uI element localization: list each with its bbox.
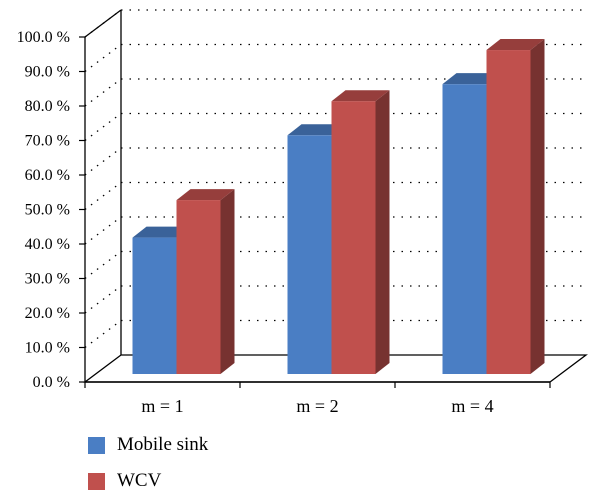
legend: Mobile sink WCV	[88, 432, 208, 504]
gridline-side	[84, 319, 122, 349]
bar	[176, 200, 221, 374]
x-tick-label: m = 2	[296, 396, 338, 416]
bar	[486, 50, 531, 375]
bar-side	[220, 189, 235, 374]
bar-top	[176, 189, 235, 201]
y-tick-label: 100.0 %	[17, 29, 70, 46]
bar	[331, 101, 376, 374]
legend-swatch-wcv	[88, 472, 105, 490]
gridline-side	[84, 147, 122, 176]
x-tick-labels: m = 1 m = 2 m = 4	[141, 396, 493, 416]
y-tick-label: 50.0 %	[25, 202, 70, 219]
y-tick-label: 0.0 %	[33, 374, 70, 391]
legend-label-wcv: WCV	[117, 470, 162, 491]
bar-top	[486, 39, 545, 51]
bar-top	[287, 124, 346, 136]
y-tick-label: 30.0 %	[25, 271, 70, 288]
bar-side	[530, 39, 545, 375]
gridline-side	[84, 43, 122, 73]
legend-item-mobile-sink: Mobile sink	[88, 432, 208, 458]
x-tick-label: m = 4	[451, 396, 493, 416]
y-tick-label: 70.0 %	[25, 133, 70, 150]
y-tick-label: 10.0 %	[25, 340, 70, 357]
gridline-side	[84, 181, 122, 211]
bar	[287, 135, 332, 374]
bar-0-1	[176, 189, 235, 374]
gridline-side	[84, 285, 122, 314]
bar-side	[375, 90, 390, 374]
legend-label-mobile-sink: Mobile sink	[117, 434, 209, 455]
y-tick-label: 20.0 %	[25, 305, 70, 322]
y-tick-labels: 0.0 % 10.0 % 20.0 % 30.0 % 40.0 % 50.0 % 60.0 …	[17, 29, 70, 391]
bar-top	[331, 90, 390, 102]
y-tick-label: 40.0 %	[25, 236, 70, 253]
y-tick-label: 60.0 %	[25, 167, 70, 184]
gridline-side	[84, 216, 122, 245]
legend-swatch-mobile-sink	[88, 436, 105, 454]
gridline-side	[84, 78, 122, 107]
bar	[132, 237, 177, 374]
bar-chart: 0.0 % 10.0 % 20.0 % 30.0 % 40.0 % 50.0 % 60.0 …	[17, 9, 588, 416]
bar-top	[132, 226, 191, 238]
bar-top	[442, 73, 501, 85]
y-tick-label: 80.0 %	[25, 98, 70, 115]
legend-item-wcv: WCV	[88, 468, 208, 494]
bars	[132, 39, 545, 375]
gridline-side	[84, 250, 122, 280]
gridline-side	[84, 112, 122, 142]
y-tick-label: 90.0 %	[25, 64, 70, 81]
top-diagonal	[84, 9, 122, 38]
bar-1-1	[331, 90, 390, 374]
x-tick-label: m = 1	[141, 396, 183, 416]
bar-2-1	[486, 39, 545, 375]
bar	[442, 84, 487, 375]
